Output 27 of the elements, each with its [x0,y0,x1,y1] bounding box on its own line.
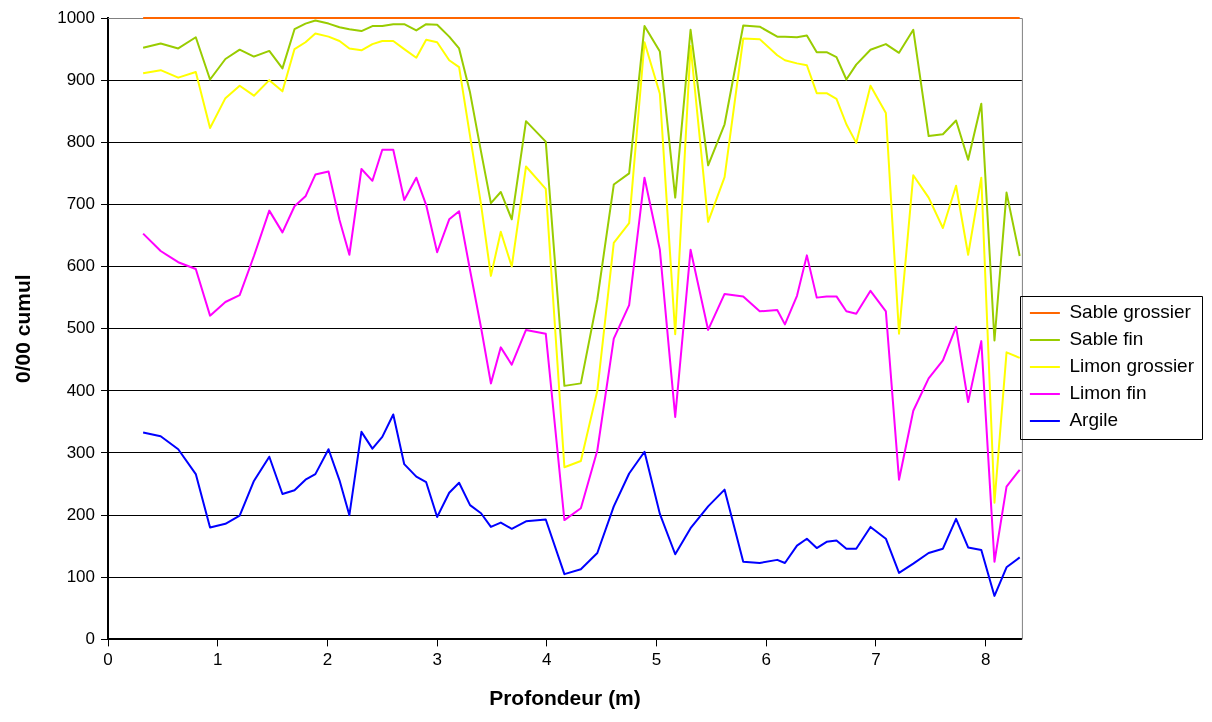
y-tick-label: 200 [66,504,96,524]
legend-label: Sable fin [1069,328,1144,350]
x-axis-title: Profondeur (m) [489,686,641,710]
x-tick-label: 5 [651,650,662,670]
legend-label: Argile [1069,409,1118,431]
legend-label: Limon fin [1069,382,1147,404]
legend-label: Sable grossier [1069,301,1192,323]
x-tick-label: 0 [103,650,113,670]
y-tick-label: 1000 [57,7,96,27]
y-tick-label: 300 [66,442,96,462]
y-tick-label: 500 [66,318,96,338]
x-tick-label: 8 [980,650,991,670]
x-tick-label: 1 [212,650,223,670]
x-tick-label: 7 [871,650,881,670]
x-tick-label: 2 [322,650,333,670]
y-tick-label: 400 [66,380,96,400]
y-tick-label: 800 [66,131,96,151]
x-tick-label: 3 [432,650,442,670]
y-tick-label: 700 [66,194,96,214]
legend-label: Limon grossier [1069,355,1195,377]
y-axis-title: 0/00 cumul [11,274,35,383]
y-tick-label: 900 [66,69,96,89]
x-tick-label: 4 [542,650,552,670]
y-tick-label: 0 [85,629,96,649]
x-tick-label: 6 [761,650,772,670]
y-tick-label: 100 [66,566,96,586]
y-tick-label: 600 [66,256,96,276]
